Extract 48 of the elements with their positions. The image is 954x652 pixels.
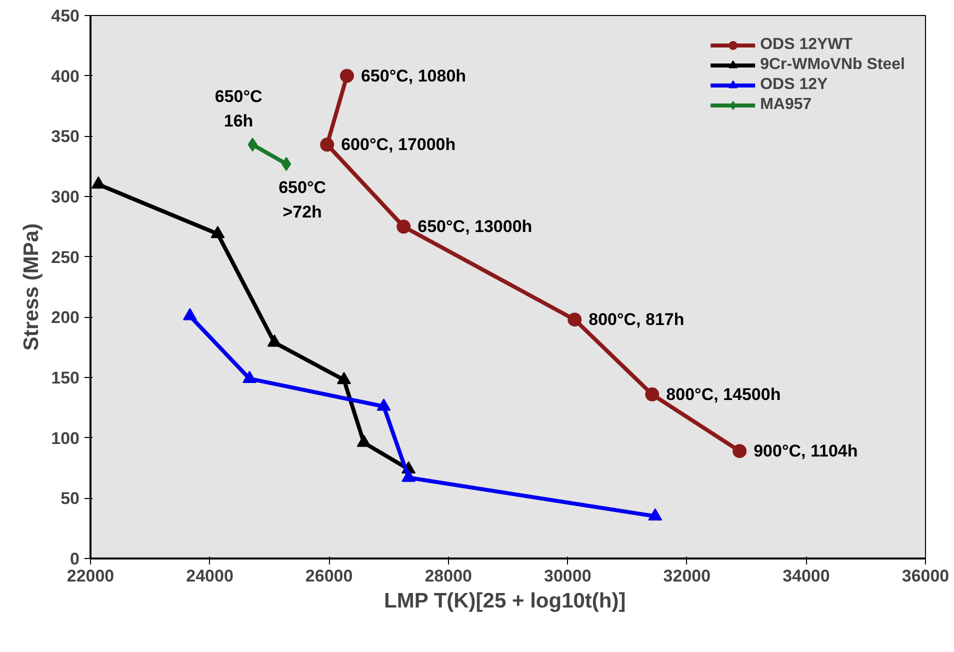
x-tick-label: 28000 bbox=[424, 566, 472, 586]
x-tick-label: 32000 bbox=[663, 566, 711, 586]
x-tick-label: 30000 bbox=[544, 566, 592, 586]
point bbox=[182, 308, 197, 320]
annotation: 650°C, 1080h bbox=[360, 66, 466, 86]
y-tick-label: 200 bbox=[51, 308, 80, 328]
annotation: 800°C, 817h bbox=[588, 310, 684, 330]
y-tick-label: 350 bbox=[51, 127, 80, 146]
point bbox=[91, 176, 106, 189]
point bbox=[336, 372, 351, 384]
point bbox=[267, 334, 282, 347]
annotation: 600°C, 17000h bbox=[341, 135, 456, 154]
annotation: 650°C >72h bbox=[278, 178, 326, 222]
annotation: 650°C, 13000h bbox=[418, 217, 532, 236]
annotation: 800°C, 14500h bbox=[666, 384, 781, 404]
annotation: 650°C 16h bbox=[214, 86, 262, 131]
y-tick-label: 100 bbox=[51, 428, 80, 448]
x-tick-label: 26000 bbox=[305, 566, 353, 586]
point bbox=[568, 312, 582, 327]
point bbox=[648, 508, 662, 521]
point bbox=[210, 226, 225, 238]
point bbox=[645, 387, 660, 402]
legend-label: 9Cr-WMoVNb Steel bbox=[760, 56, 905, 74]
point bbox=[242, 370, 257, 383]
legend-label: ODS 12YWT bbox=[760, 36, 853, 54]
legend-label: ODS 12Y bbox=[760, 76, 828, 94]
x-tick-label: 22000 bbox=[66, 566, 114, 586]
x-tick-label: 34000 bbox=[782, 566, 830, 586]
point bbox=[396, 220, 411, 234]
point bbox=[356, 434, 371, 447]
point bbox=[281, 156, 292, 171]
y-tick-label: 250 bbox=[51, 248, 80, 267]
y-axis-title: Stress (MPa) bbox=[20, 223, 44, 351]
point bbox=[376, 398, 391, 411]
x-axis-title: LMP T(K)[25 + log10t(h)] bbox=[384, 590, 626, 612]
x-tick-label: 24000 bbox=[186, 566, 234, 586]
y-tick-label: 150 bbox=[51, 368, 80, 388]
y-tick-label: 50 bbox=[60, 489, 80, 508]
point bbox=[340, 68, 354, 83]
annotation: 900°C, 1104h bbox=[754, 442, 858, 461]
y-tick-label: 0 bbox=[70, 550, 80, 568]
x-tick-label: 36000 bbox=[902, 566, 950, 586]
y-tick-label: 450 bbox=[51, 6, 80, 26]
point bbox=[402, 470, 416, 482]
point bbox=[320, 138, 334, 152]
legend-label: MA957 bbox=[760, 96, 812, 114]
y-tick-label: 300 bbox=[51, 188, 80, 206]
y-tick-label: 400 bbox=[51, 66, 80, 86]
